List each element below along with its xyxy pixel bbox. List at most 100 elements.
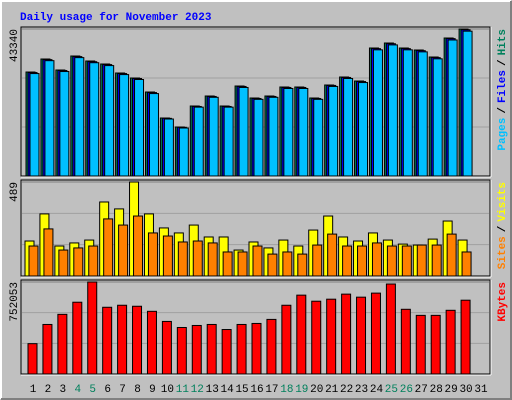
bar: [385, 283, 396, 375]
legend: Sites / Visits: [497, 182, 509, 269]
bar: [28, 245, 39, 277]
bar: [432, 58, 443, 177]
bar: [312, 244, 323, 277]
bar: [59, 71, 70, 177]
legend-separator: /: [497, 59, 509, 66]
bar: [89, 62, 100, 177]
bar: [222, 251, 233, 277]
x-tick-label: 14: [221, 384, 235, 396]
x-tick-label: 10: [161, 384, 174, 396]
bar: [358, 82, 369, 177]
bar: [73, 247, 84, 277]
bar: [88, 245, 99, 277]
bar: [103, 218, 114, 277]
bar: [253, 98, 264, 177]
legend-entry: Visits: [497, 182, 509, 222]
bar: [29, 73, 40, 177]
bar: [460, 299, 471, 375]
x-tick-label: 15: [235, 384, 248, 396]
bar: [266, 318, 277, 375]
x-tick-label: 8: [134, 384, 141, 396]
y-tick-label: 43340: [9, 29, 21, 62]
bar: [281, 304, 292, 375]
x-tick-label: 28: [430, 384, 443, 396]
bar: [297, 253, 308, 277]
bar: [386, 245, 397, 277]
bar: [445, 309, 456, 375]
x-tick-label: 20: [310, 384, 323, 396]
bar: [134, 79, 145, 177]
x-tick-label: 22: [340, 384, 353, 396]
bar: [387, 44, 398, 177]
bar: [178, 127, 189, 177]
legend-entry: KBytes: [497, 282, 509, 322]
bar: [72, 301, 83, 375]
bar: [282, 251, 293, 277]
bar: [162, 235, 173, 277]
x-tick-label: 26: [400, 384, 413, 396]
bar: [146, 310, 157, 375]
bar: [191, 324, 202, 375]
bar: [311, 300, 322, 375]
x-tick-label: 7: [119, 384, 126, 396]
bar: [251, 322, 262, 375]
bar: [313, 98, 324, 177]
bar: [147, 232, 158, 277]
bar: [343, 77, 354, 177]
bar: [208, 96, 219, 177]
x-tick-label: 18: [280, 384, 293, 396]
y-tick-label: 752053: [9, 282, 21, 322]
bar: [341, 293, 352, 375]
bar: [268, 96, 279, 177]
x-tick-label: 25: [385, 384, 398, 396]
bar: [401, 245, 412, 277]
x-tick-label: 31: [474, 384, 488, 396]
bar: [371, 242, 382, 277]
x-tick-label: 16: [250, 384, 263, 396]
x-tick-label: 13: [206, 384, 219, 396]
bar: [236, 323, 247, 375]
bar: [327, 233, 338, 277]
bar: [104, 65, 115, 177]
x-tick-label: 21: [325, 384, 339, 396]
bar: [357, 245, 368, 277]
bar: [252, 245, 263, 277]
bar: [161, 320, 172, 375]
bar: [42, 323, 53, 375]
bar: [221, 329, 232, 375]
bar: [372, 49, 383, 177]
bar: [283, 87, 294, 177]
bar: [430, 314, 441, 375]
bar: [163, 118, 174, 177]
legend-entry: Files: [497, 70, 509, 103]
bar: [461, 251, 472, 277]
x-tick-label: 4: [74, 384, 81, 396]
bar: [267, 253, 278, 277]
bar: [193, 106, 204, 177]
bar: [176, 326, 187, 375]
bar: [431, 244, 442, 277]
bar: [133, 215, 144, 277]
x-tick-label: 30: [459, 384, 472, 396]
bar: [402, 49, 413, 177]
bar: [298, 87, 309, 177]
bar: [43, 228, 54, 277]
bar: [148, 93, 159, 177]
chart-title: Daily usage for November 2023: [20, 12, 212, 24]
legend: Pages / Files / Hits: [497, 29, 509, 151]
bar: [206, 323, 217, 375]
x-tick-label: 5: [89, 384, 96, 396]
y-tick-label: 489: [9, 182, 21, 202]
bar: [117, 304, 128, 375]
x-tick-label: 19: [295, 384, 308, 396]
legend-entry: Hits: [497, 29, 509, 55]
bar: [207, 242, 218, 277]
bar: [27, 343, 38, 375]
bar: [74, 57, 85, 177]
legend: KBytes: [497, 282, 509, 322]
x-tick-label: 12: [191, 384, 204, 396]
bar: [462, 30, 473, 177]
x-tick-label: 3: [60, 384, 67, 396]
